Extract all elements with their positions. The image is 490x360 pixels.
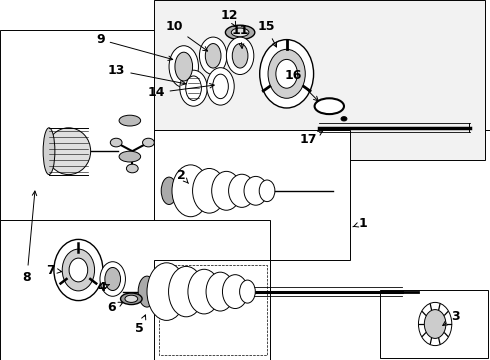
Bar	[0, 220, 270, 360]
Text: 3: 3	[443, 310, 460, 325]
Ellipse shape	[212, 171, 241, 210]
Ellipse shape	[147, 263, 186, 320]
Ellipse shape	[222, 275, 248, 309]
Bar	[380, 290, 488, 358]
Text: 9: 9	[96, 33, 172, 60]
Ellipse shape	[54, 239, 103, 301]
Ellipse shape	[259, 180, 275, 202]
Ellipse shape	[228, 174, 255, 207]
Text: 2: 2	[177, 169, 189, 183]
Ellipse shape	[205, 44, 221, 68]
Ellipse shape	[175, 52, 193, 81]
Circle shape	[126, 164, 138, 173]
Ellipse shape	[418, 302, 452, 346]
Ellipse shape	[244, 176, 268, 205]
Ellipse shape	[206, 272, 234, 311]
Ellipse shape	[161, 177, 177, 204]
Ellipse shape	[207, 68, 234, 105]
Ellipse shape	[315, 98, 344, 114]
Ellipse shape	[43, 128, 55, 175]
Ellipse shape	[424, 310, 446, 338]
Text: 7: 7	[46, 264, 62, 276]
Ellipse shape	[172, 165, 209, 217]
Text: 12: 12	[220, 9, 238, 27]
Ellipse shape	[169, 266, 204, 317]
Bar	[154, 130, 350, 260]
Ellipse shape	[226, 37, 254, 75]
Ellipse shape	[47, 128, 91, 175]
Text: 14: 14	[147, 84, 214, 99]
Circle shape	[110, 138, 122, 147]
Ellipse shape	[119, 115, 141, 126]
Ellipse shape	[62, 249, 95, 291]
Bar	[0, 30, 154, 260]
Bar	[154, 0, 485, 160]
Text: 5: 5	[135, 315, 146, 335]
Ellipse shape	[186, 76, 201, 100]
Ellipse shape	[199, 37, 227, 75]
Text: 15: 15	[257, 21, 276, 47]
Text: 17: 17	[300, 131, 323, 146]
Text: 8: 8	[23, 191, 37, 284]
Ellipse shape	[231, 28, 249, 37]
Ellipse shape	[232, 44, 248, 68]
Text: 10: 10	[165, 21, 208, 51]
Ellipse shape	[193, 168, 226, 213]
Ellipse shape	[138, 276, 156, 307]
Ellipse shape	[105, 267, 121, 291]
Ellipse shape	[188, 269, 220, 314]
Text: 16: 16	[284, 69, 318, 101]
Ellipse shape	[276, 59, 297, 88]
Ellipse shape	[125, 295, 138, 302]
Text: 1: 1	[353, 217, 367, 230]
Ellipse shape	[240, 280, 255, 303]
Bar	[154, 130, 490, 360]
Text: 6: 6	[107, 301, 123, 314]
Ellipse shape	[100, 262, 125, 296]
Ellipse shape	[69, 258, 88, 282]
Circle shape	[341, 117, 347, 121]
Bar	[154, 260, 270, 360]
Ellipse shape	[121, 293, 142, 305]
Ellipse shape	[225, 25, 255, 40]
Bar	[159, 265, 267, 355]
Ellipse shape	[169, 46, 198, 87]
Circle shape	[143, 138, 154, 147]
Text: 4: 4	[98, 281, 109, 294]
Text: 13: 13	[108, 64, 186, 85]
Ellipse shape	[260, 40, 314, 108]
Ellipse shape	[180, 70, 207, 106]
Text: 11: 11	[231, 24, 249, 48]
Ellipse shape	[268, 49, 305, 98]
Ellipse shape	[119, 151, 141, 162]
Ellipse shape	[213, 74, 228, 99]
